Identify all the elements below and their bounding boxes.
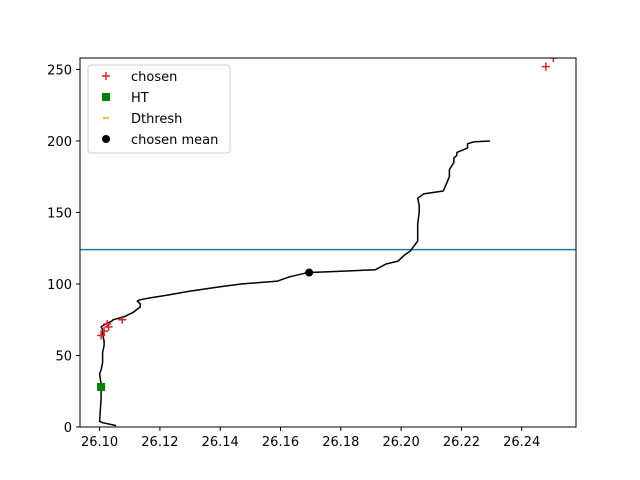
x-tick-label: 26.20 (383, 435, 420, 450)
chosen-marker (541, 62, 550, 71)
legend-label: chosen mean (131, 133, 218, 148)
x-tick-label: 26.12 (141, 435, 178, 450)
plot-area (80, 58, 576, 427)
y-tick-label: 150 (47, 206, 72, 221)
chosen-marker (118, 315, 127, 324)
legend-plus-icon (102, 72, 110, 80)
x-tick-label: 26.22 (443, 435, 480, 450)
x-tick-label: 26.14 (202, 435, 239, 450)
profile-line (98, 140, 491, 427)
x-tick-label: 26.18 (322, 435, 359, 450)
ht-marker (97, 382, 106, 391)
chosen-marker (549, 58, 558, 62)
legend-label: chosen (131, 70, 177, 85)
axes-frame (79, 57, 577, 428)
chosen-mean-marker (305, 268, 314, 277)
legend-label: Dthresh (131, 112, 182, 127)
legend-square-icon (102, 93, 110, 101)
x-tick-label: 26.16 (262, 435, 299, 450)
axes: 26.10 26.12 26.14 26.16 26.18 26.20 26.22 26.24… (47, 57, 577, 450)
y-tick-label: 250 (47, 63, 72, 78)
legend-circle-icon (102, 135, 110, 143)
legend: chosen HT Dthresh chosen mean (87, 64, 231, 154)
y-tick-label: 0 (64, 421, 72, 436)
y-tick-label: 200 (47, 135, 72, 150)
y-tick-label: 50 (55, 349, 72, 364)
chosen-marker (100, 327, 109, 336)
x-tick-label: 26.24 (503, 435, 540, 450)
chosen-marker (97, 331, 106, 340)
chosen-marker (104, 322, 113, 331)
y-tick-label: 100 (47, 278, 72, 293)
x-tick-label: 26.10 (81, 435, 118, 450)
legend-label: HT (131, 91, 149, 106)
legend-box (87, 64, 231, 154)
